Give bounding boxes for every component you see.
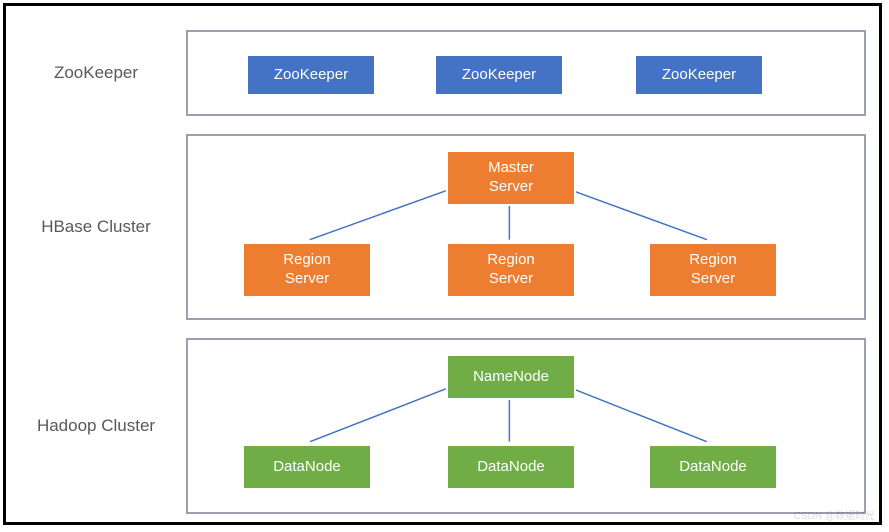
hadoop-row: Hadoop Cluster NameNode DataNode DataNode D… xyxy=(6,338,879,514)
hadoop-label: Hadoop Cluster xyxy=(6,416,186,436)
diagram-frame: ZooKeeper ZooKeeper ZooKeeper ZooKeeper HB… xyxy=(3,3,882,525)
region-server-3: RegionServer xyxy=(648,242,778,298)
zookeeper-node-2: ZooKeeper xyxy=(434,54,564,96)
region-server-1: RegionServer xyxy=(242,242,372,298)
hbase-label: HBase Cluster xyxy=(6,217,186,237)
data-node-3: DataNode xyxy=(648,444,778,490)
hbase-cluster-box: MasterServer RegionServer RegionServer Regi… xyxy=(186,134,866,320)
region-server-2: RegionServer xyxy=(446,242,576,298)
zookeeper-cluster-box: ZooKeeper ZooKeeper ZooKeeper xyxy=(186,30,866,116)
watermark-text: CSDN @数据时光 xyxy=(794,507,875,522)
data-node-2: DataNode xyxy=(446,444,576,490)
zookeeper-row: ZooKeeper ZooKeeper ZooKeeper ZooKeeper xyxy=(6,30,879,116)
hbase-row: HBase Cluster MasterServer RegionServer Re… xyxy=(6,134,879,320)
zookeeper-node-3: ZooKeeper xyxy=(634,54,764,96)
master-server: MasterServer xyxy=(446,150,576,206)
zookeeper-node-1: ZooKeeper xyxy=(246,54,376,96)
data-node-1: DataNode xyxy=(242,444,372,490)
hadoop-cluster-box: NameNode DataNode DataNode DataNode xyxy=(186,338,866,514)
name-node: NameNode xyxy=(446,354,576,400)
zookeeper-label: ZooKeeper xyxy=(6,63,186,83)
